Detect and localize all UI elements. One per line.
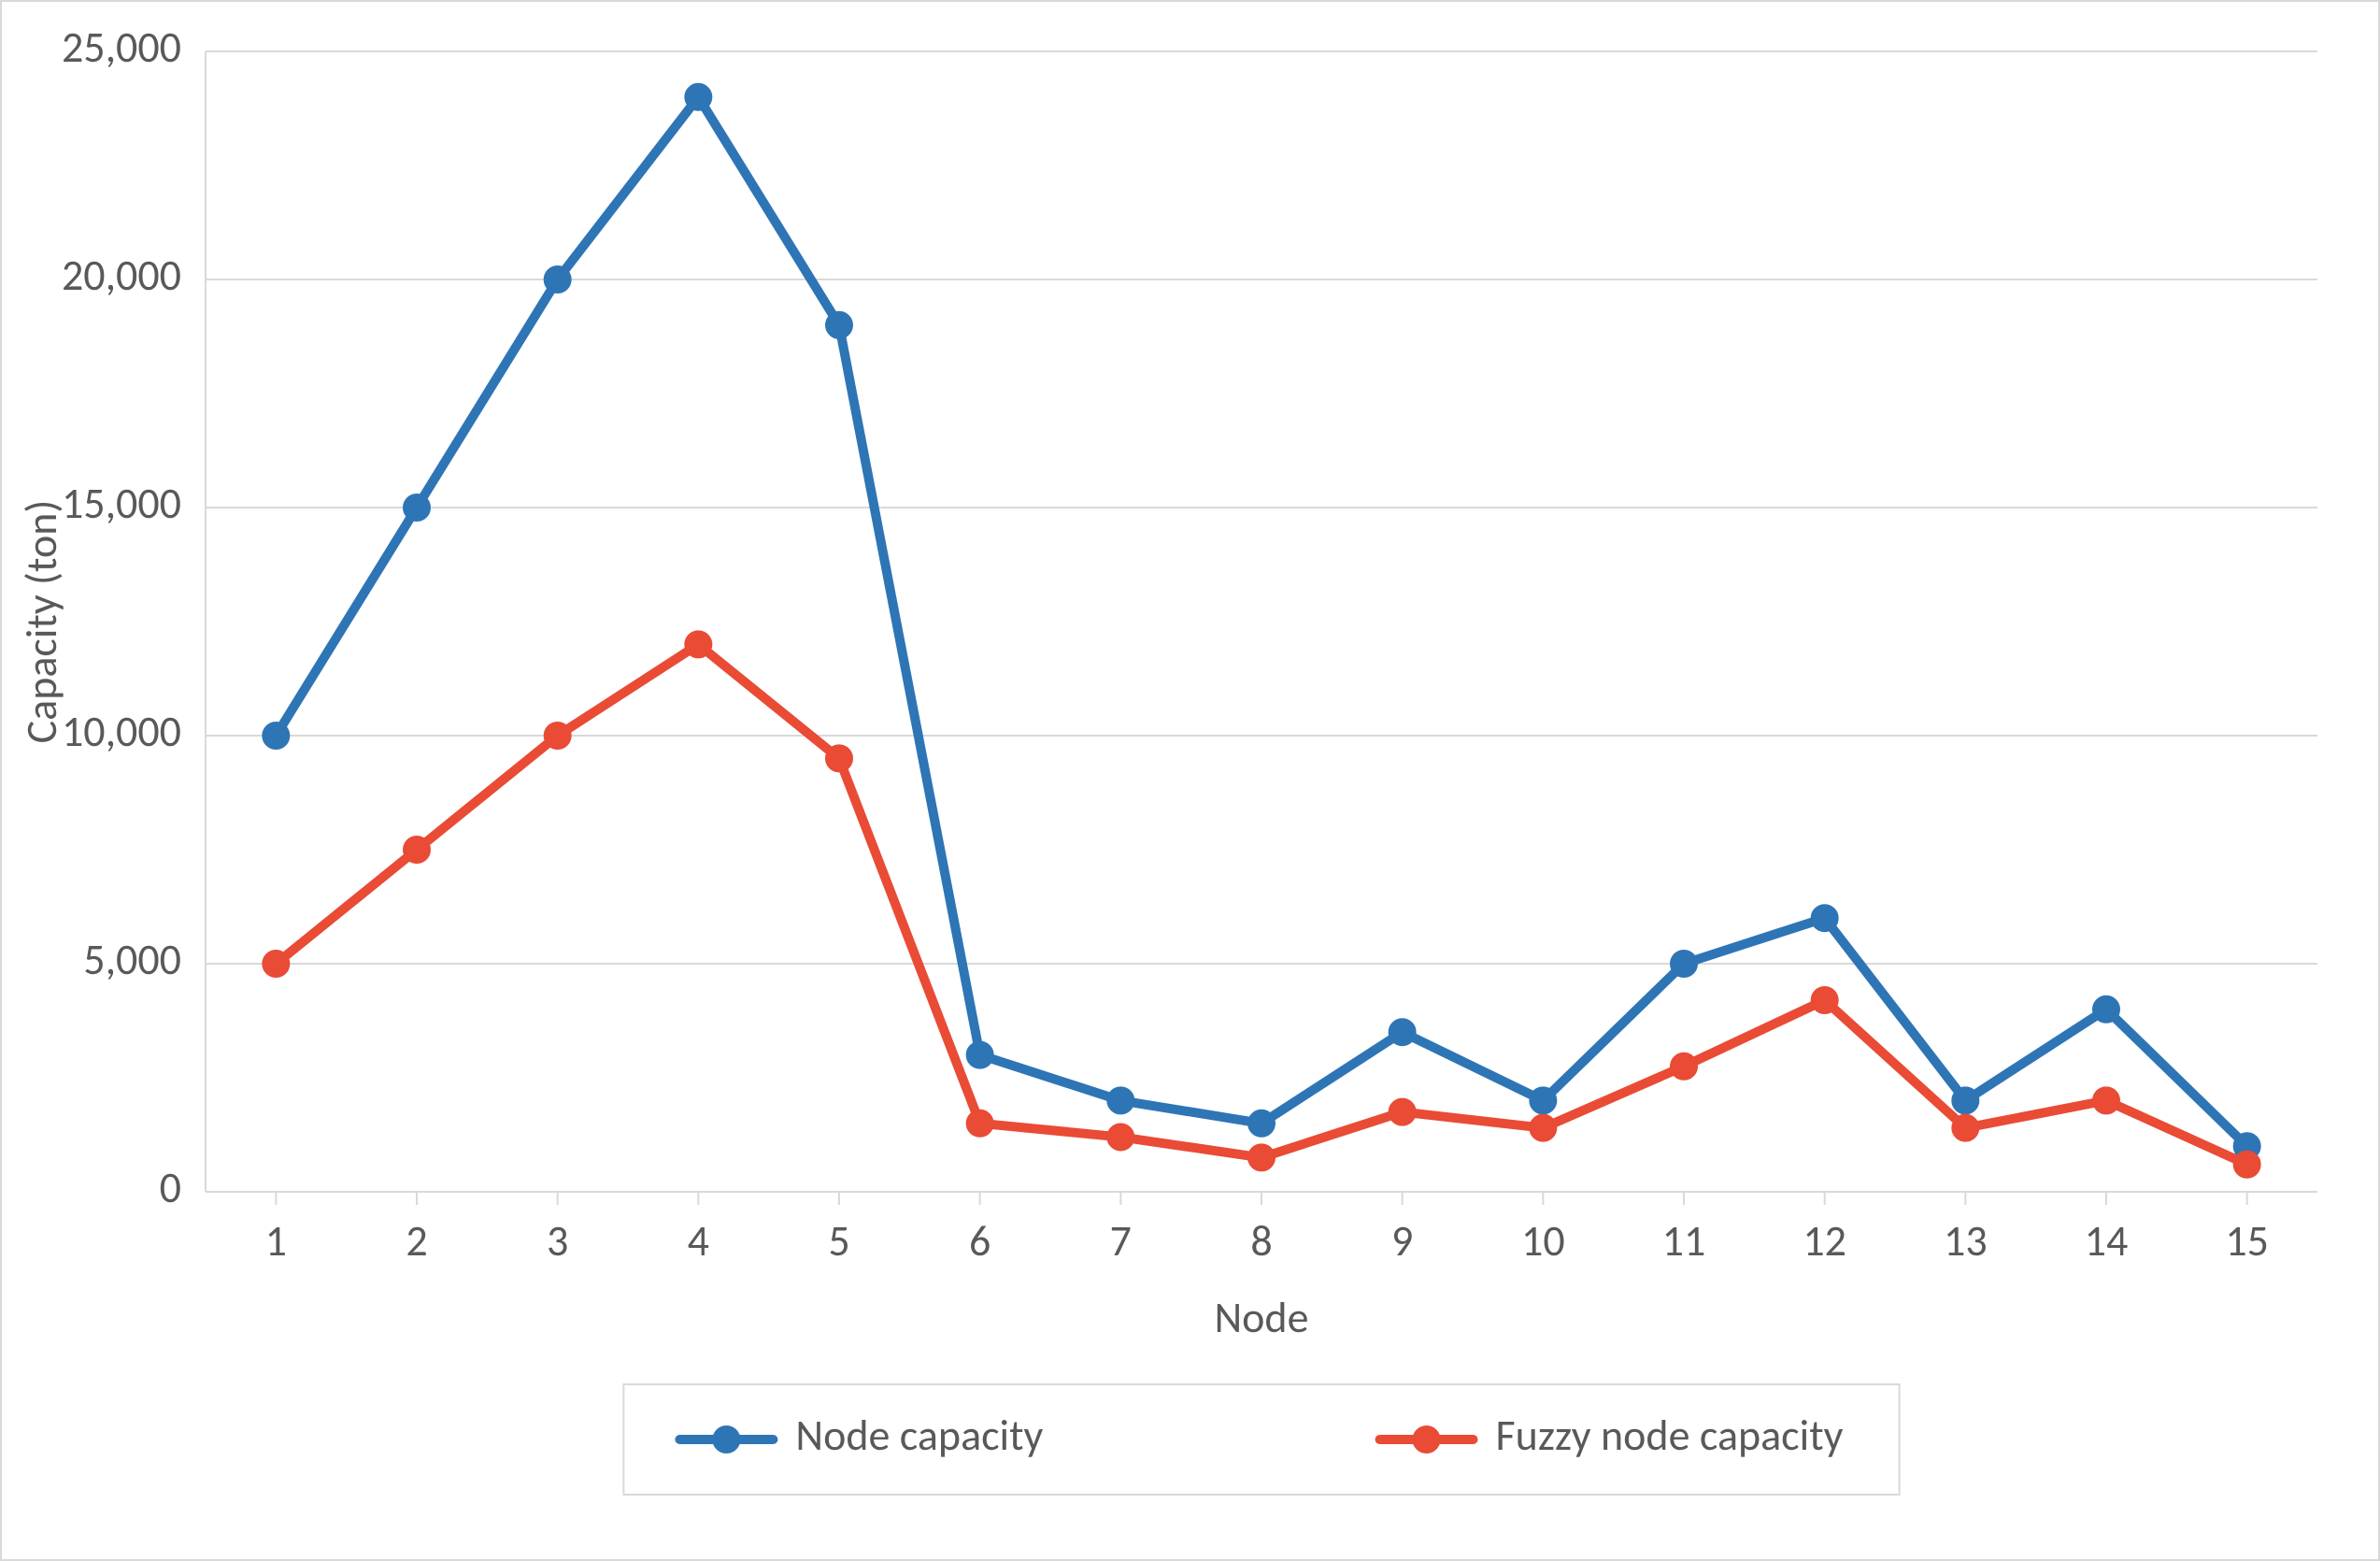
series-marker: [263, 723, 289, 749]
series-marker: [2093, 996, 2119, 1023]
x-tick-label: 2: [406, 1215, 427, 1267]
x-tick-label: 3: [547, 1215, 568, 1267]
x-tick-label: 6: [969, 1215, 990, 1267]
y-tick-label: 5,000: [83, 934, 181, 986]
series-marker: [1671, 1053, 1697, 1080]
series-marker: [1107, 1087, 1133, 1113]
series-marker: [1248, 1110, 1275, 1137]
series-marker: [404, 494, 430, 521]
line-chart: 05,00010,00015,00020,00025,0001234567891…: [0, 0, 2380, 1561]
series-marker: [1390, 1019, 1416, 1045]
x-axis-title: Node: [1214, 1292, 1308, 1344]
x-tick-label: 8: [1250, 1215, 1272, 1267]
x-tick-label: 9: [1391, 1215, 1413, 1267]
legend-label: Fuzzy node capacity: [1496, 1410, 1844, 1462]
y-tick-label: 10,000: [62, 706, 181, 758]
legend-label: Node capacity: [795, 1410, 1043, 1462]
series-marker: [1107, 1124, 1133, 1150]
series-marker: [1812, 987, 1838, 1013]
series-marker: [826, 312, 852, 338]
x-tick-label: 15: [2225, 1215, 2269, 1267]
x-tick-label: 14: [2085, 1215, 2129, 1267]
series-marker: [685, 631, 711, 657]
x-tick-label: 11: [1662, 1215, 1706, 1267]
y-tick-label: 0: [160, 1162, 181, 1214]
x-tick-label: 12: [1803, 1215, 1846, 1267]
series-marker: [1248, 1144, 1275, 1170]
series-marker: [1530, 1087, 1556, 1113]
y-tick-label: 15,000: [62, 478, 181, 530]
series-marker: [545, 723, 571, 749]
series-marker: [404, 837, 430, 863]
legend-marker: [713, 1426, 739, 1453]
series-marker: [1952, 1115, 1978, 1141]
series-marker: [1671, 951, 1697, 977]
series-marker: [263, 951, 289, 977]
x-tick-label: 10: [1521, 1215, 1565, 1267]
series-marker: [1812, 905, 1838, 931]
series-marker: [826, 745, 852, 771]
series-marker: [2093, 1087, 2119, 1113]
legend: Node capacity Fuzzy node capacity: [623, 1384, 1899, 1495]
y-tick-label: 20,000: [62, 250, 181, 302]
series-marker: [545, 266, 571, 293]
series-marker: [1952, 1087, 1978, 1113]
x-tick-label: 13: [1944, 1215, 1988, 1267]
legend-marker: [1414, 1426, 1440, 1453]
x-tick-label: 1: [265, 1215, 287, 1267]
series-marker: [2234, 1152, 2260, 1178]
series-marker: [967, 1042, 993, 1068]
chart-outer-border: [1, 1, 2379, 1560]
series-marker: [967, 1110, 993, 1137]
y-axis-title: Capacity (ton): [16, 500, 68, 744]
series-marker: [1390, 1099, 1416, 1125]
series-marker: [1530, 1115, 1556, 1141]
series-marker: [685, 84, 711, 110]
x-tick-label: 4: [688, 1215, 709, 1267]
x-tick-label: 5: [828, 1215, 849, 1267]
x-tick-label: 7: [1110, 1215, 1132, 1267]
y-tick-label: 25,000: [62, 21, 181, 74]
